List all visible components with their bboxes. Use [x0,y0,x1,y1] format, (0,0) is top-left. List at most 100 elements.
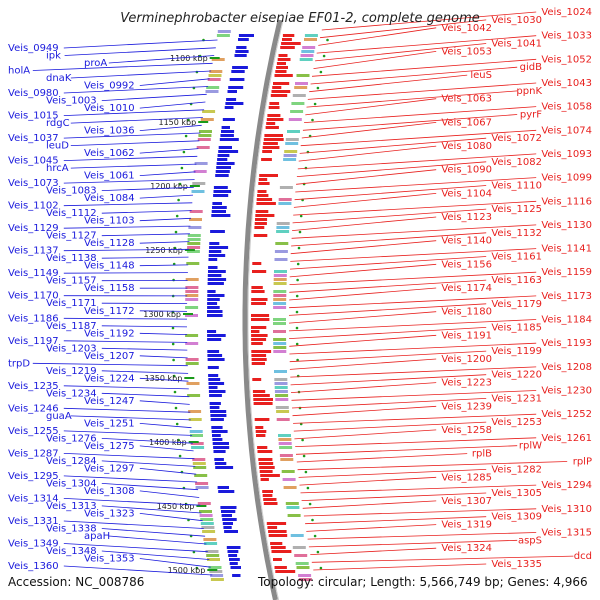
gene-label-right: Veis_1024 [541,7,592,18]
leader-line-left [63,475,198,483]
gene-label-left: Veis_1083 [46,186,97,197]
gene-label-right: Veis_1231 [491,393,542,404]
gene-label-left: Veis_1331 [8,516,59,527]
leader-line-right [290,374,487,386]
gene-label-right: Veis_1080 [441,141,492,152]
gene-label-right: ppnK [516,86,542,97]
gene-label-right: Veis_1261 [541,433,592,444]
gene-label-left: hrcA [46,163,69,174]
leader-line-left [139,377,189,382]
gene-label-right: Veis_1161 [491,252,542,263]
gene-forward [226,546,241,549]
gene-forward [207,350,220,353]
leader-line-right [290,240,437,255]
gene-reverse [261,158,272,161]
tick-label: 1450 kbp [157,502,195,511]
gene-label-left: dnaK [46,73,72,84]
accession-text: Accession: NC_008786 [8,575,144,589]
gene-label-left: Veis_1171 [46,298,97,309]
gene-forward [222,118,235,121]
gene-label-left: Veis_1010 [84,103,135,114]
gene-label-right: Veis_1067 [441,117,492,128]
gene-reverse [257,190,267,193]
leader-line-right [313,563,487,571]
leader-line-right [293,193,437,208]
gene-label-left: Veis_1295 [8,471,59,482]
leader-line-right [307,82,537,100]
gene-label-right: Veis_1082 [491,157,542,168]
gene-reverse [251,354,267,357]
gene-label-left: holA [8,66,30,77]
scale-dot [297,246,301,250]
scale-dot [172,278,175,282]
gene-label-right: Veis_1185 [491,322,542,333]
gene-forward [210,414,227,417]
gene-forward [207,310,223,313]
gene-reverse [256,202,276,205]
leader-line-left [101,460,196,467]
leader-line-left [101,483,199,491]
gene-reverse [251,314,270,317]
cog-band-right [286,506,300,509]
leader-line-right [296,161,487,177]
leader-line-left [101,325,188,328]
gene-label-right: Veis_1184 [541,315,592,326]
gene-forward [210,418,224,421]
cog-band-left [193,170,207,173]
gene-label-right: Veis_1058 [541,102,592,113]
leader-line-left [64,47,216,56]
cog-band-right [273,294,287,297]
cog-band-right [273,274,287,277]
cog-band-left [194,162,208,165]
leader-line-right [295,437,537,447]
cog-band-left [187,394,201,397]
leader-line-left [63,272,188,274]
scale-dot [172,262,176,266]
leader-line-right [288,319,537,332]
leader-line-right [304,106,537,123]
cog-band-left [208,566,222,569]
leader-line-right [290,248,537,262]
gene-reverse [267,526,278,529]
gene-reverse [253,398,273,401]
gene-reverse [260,474,280,477]
gene-forward [208,266,218,269]
gene-label-right: Veis_1090 [441,165,492,176]
scale-dot [295,342,299,346]
leader-line-right [297,153,537,170]
leader-line-left [63,155,198,161]
gene-forward [216,162,235,165]
leader-line-left [101,233,190,237]
cog-band-left [186,250,200,253]
gene-forward [222,518,237,521]
gene-reverse [257,194,269,197]
cog-band-left [200,518,214,521]
gene-label-right: Veis_1132 [491,228,542,239]
gene-forward [231,70,245,73]
cog-band-right [283,158,297,161]
cog-band-left [189,210,203,213]
gene-label-left: trpD [8,358,30,369]
gene-label-left: Veis_1255 [8,426,59,437]
leader-line-left [101,392,190,398]
scale-dot [295,326,299,330]
cog-band-left [210,578,224,581]
gene-reverse [251,350,272,353]
gene-forward [209,406,220,409]
gene-reverse [258,458,273,461]
leader-line-right [290,366,537,378]
gene-forward [227,90,237,93]
tick-label: 1350 kbp [145,374,183,383]
gene-forward [207,274,222,277]
gene-forward [219,138,239,141]
gene-label-left: Veis_1247 [84,396,135,407]
scale-dot [311,118,314,122]
gene-label-right: Veis_1140 [441,236,492,247]
cog-band-left [202,530,216,533]
cog-band-left [194,474,208,477]
gene-forward [227,550,239,553]
gene-forward [230,566,241,569]
gene-label-right: Veis_1041 [491,39,542,50]
scale-dot [308,502,312,506]
